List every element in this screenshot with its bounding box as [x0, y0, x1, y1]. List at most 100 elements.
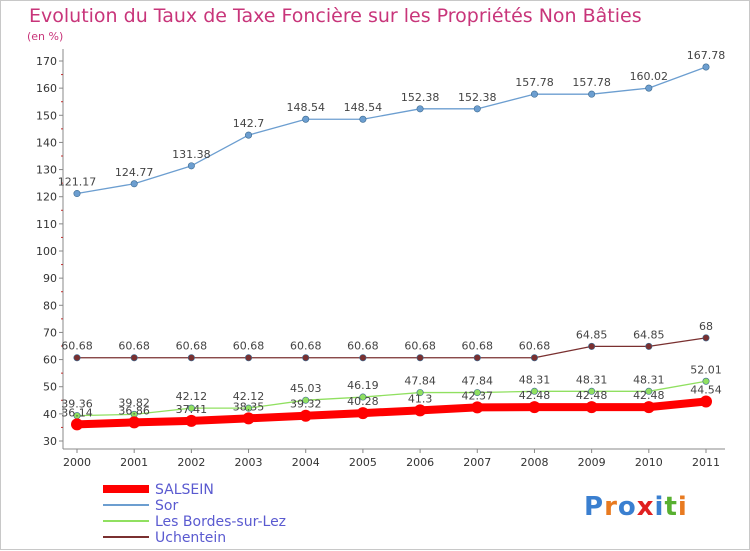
legend-label: Uchentein: [155, 530, 226, 546]
data-label: 39.36: [61, 398, 93, 411]
data-label: 42.12: [176, 390, 208, 403]
data-label: 46.19: [347, 379, 379, 392]
data-point: [242, 412, 255, 425]
x-tick-label: 2005: [349, 456, 377, 469]
data-point: [130, 354, 138, 362]
data-point: [73, 354, 81, 362]
y-tick-label: 170: [36, 55, 57, 68]
logo-letter: i: [677, 492, 688, 522]
data-point: [473, 354, 481, 362]
data-point: [473, 105, 481, 113]
series-line-les-bordes-sur-lez: [76, 380, 707, 417]
y-tick-label: 30: [43, 435, 57, 448]
data-point: [702, 63, 710, 71]
data-label: 60.68: [404, 340, 436, 353]
data-label: 44.54: [690, 384, 722, 397]
data-point: [299, 409, 312, 422]
y-tick-label: 100: [36, 245, 57, 258]
y-tick-label: 110: [36, 218, 57, 231]
data-point: [702, 334, 710, 342]
data-point: [588, 387, 596, 395]
data-point: [473, 389, 481, 397]
data-point: [130, 180, 138, 188]
legend-label: Sor: [155, 498, 178, 514]
logo-letter: r: [604, 492, 618, 522]
data-point: [185, 414, 198, 427]
y-tick-label: 150: [36, 109, 57, 122]
logo-letter: i: [654, 492, 665, 522]
chart-title: Evolution du Taux de Taxe Foncière sur l…: [29, 5, 642, 27]
data-point: [530, 90, 538, 98]
data-label: 60.68: [290, 340, 322, 353]
data-point: [71, 418, 83, 431]
data-point: [359, 393, 367, 401]
y-tick-label: 120: [36, 191, 57, 204]
logo-letter: t: [664, 492, 678, 522]
x-tick-label: 2002: [177, 456, 205, 469]
data-point: [642, 401, 655, 414]
data-label: 42.12: [233, 390, 265, 403]
data-point: [359, 354, 367, 362]
data-label: 36.86: [118, 404, 150, 417]
data-point: [530, 387, 538, 395]
data-label: 148.54: [344, 101, 383, 114]
data-point: [645, 342, 653, 350]
data-point: [414, 404, 427, 417]
data-label: 64.85: [633, 328, 665, 341]
data-point: [245, 131, 253, 139]
series-line-sor: [76, 66, 707, 195]
data-label: 39.32: [290, 398, 322, 411]
proxiti-logo: Proxiti: [584, 492, 688, 522]
data-point: [302, 396, 310, 404]
data-label: 152.38: [401, 91, 440, 104]
data-label: 157.78: [572, 76, 611, 89]
data-point: [588, 342, 596, 350]
data-point: [73, 190, 81, 198]
y-tick-label: 60: [43, 354, 57, 367]
legend-label: SALSEIN: [155, 482, 214, 498]
data-label: 68: [699, 320, 713, 333]
data-point: [359, 115, 367, 123]
data-point: [585, 401, 598, 414]
data-point: [302, 115, 310, 123]
data-label: 42.48: [576, 389, 608, 402]
data-label: 148.54: [286, 101, 325, 114]
data-label: 60.68: [347, 340, 379, 353]
data-point: [702, 377, 710, 385]
data-label: 42.48: [633, 389, 665, 402]
y-tick-label: 80: [43, 299, 57, 312]
data-point: [530, 354, 538, 362]
data-point: [416, 389, 424, 397]
series-line-uchentein: [76, 337, 707, 359]
data-label: 48.31: [576, 373, 608, 386]
data-label: 60.68: [462, 340, 494, 353]
data-label: 64.85: [576, 328, 608, 341]
data-label: 42.48: [519, 389, 551, 402]
data-point: [356, 407, 369, 420]
data-point: [128, 416, 141, 429]
x-tick-label: 2011: [692, 456, 720, 469]
data-label: 37.41: [176, 403, 208, 416]
data-point: [187, 162, 195, 170]
data-label: 60.68: [176, 340, 208, 353]
data-point: [416, 105, 424, 113]
data-label: 47.84: [404, 375, 436, 388]
data-point: [645, 84, 653, 92]
y-tick-label: 50: [43, 381, 57, 394]
data-point: [588, 90, 596, 98]
data-point: [187, 404, 195, 412]
data-point: [187, 354, 195, 362]
data-label: 52.01: [690, 363, 722, 376]
data-point: [302, 354, 310, 362]
x-tick-label: 2003: [235, 456, 263, 469]
y-tick-label: 40: [43, 408, 57, 421]
data-label: 121.17: [58, 176, 97, 189]
data-label: 167.78: [687, 49, 726, 62]
data-label: 60.68: [118, 340, 150, 353]
x-tick-label: 2010: [635, 456, 663, 469]
x-tick-label: 2009: [578, 456, 606, 469]
legend-label: Les Bordes-sur-Lez: [155, 514, 286, 530]
data-point: [416, 354, 424, 362]
data-label: 157.78: [515, 76, 554, 89]
